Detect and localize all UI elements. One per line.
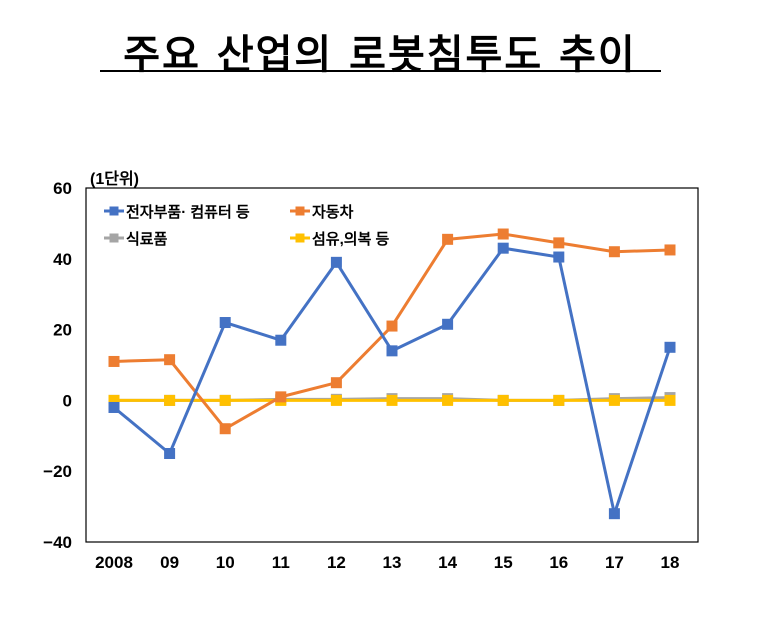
data-point	[164, 448, 176, 459]
legend-label: 자동차	[312, 204, 354, 221]
y-tick-label: 60	[53, 179, 72, 198]
y-tick-label: −40	[43, 533, 72, 552]
x-tick-label: 13	[383, 553, 402, 572]
x-tick-label: 14	[438, 553, 457, 572]
legend-item: 자동차	[290, 204, 354, 221]
data-point	[275, 334, 287, 346]
legend-swatch-marker	[109, 233, 119, 243]
data-point	[553, 237, 565, 249]
data-point	[386, 394, 398, 406]
data-point	[553, 394, 565, 406]
title-underline	[100, 70, 661, 72]
data-point	[108, 401, 120, 413]
legend-swatch-marker	[295, 206, 305, 216]
data-point	[386, 320, 398, 332]
data-point	[386, 345, 398, 357]
legend-label: 식료품	[126, 231, 168, 248]
x-tick-label: 2008	[95, 553, 133, 572]
data-point	[664, 341, 676, 353]
data-point	[664, 394, 676, 406]
x-tick-label: 12	[327, 553, 346, 572]
data-point	[219, 317, 231, 329]
x-tick-label: 10	[216, 553, 235, 572]
series-line	[113, 246, 672, 516]
data-point	[553, 251, 565, 263]
legend-item: 섬유,의복 등	[290, 230, 390, 248]
data-point	[664, 244, 676, 256]
data-point	[442, 318, 454, 330]
x-tick-label: 11	[272, 553, 290, 572]
data-point	[330, 377, 342, 389]
legend-item: 전자부품· 컴퓨터 등	[104, 203, 250, 221]
y-tick-label: 0	[63, 391, 72, 410]
x-tick-label: 16	[549, 553, 568, 572]
y-tick-label: 20	[53, 321, 72, 340]
x-tick-label: 18	[661, 553, 680, 572]
series-0	[108, 242, 676, 520]
legend-swatch-marker	[295, 233, 305, 243]
data-point	[497, 394, 509, 406]
data-point	[164, 394, 176, 406]
data-point	[608, 394, 620, 406]
y-tick-label: 40	[53, 250, 72, 269]
legend-swatch-marker	[109, 206, 119, 216]
data-point	[164, 354, 176, 366]
data-point	[442, 394, 454, 406]
data-point	[219, 394, 231, 406]
y-tick-label: −20	[43, 462, 72, 481]
data-point	[108, 355, 120, 367]
data-point	[442, 233, 454, 245]
unit-label: (1단위)	[90, 170, 139, 188]
legend-label: 전자부품· 컴퓨터 등	[126, 203, 250, 221]
legend-item: 식료품	[104, 231, 168, 248]
data-point	[330, 256, 342, 268]
data-point	[330, 394, 342, 406]
data-point	[219, 423, 231, 435]
legend-label: 섬유,의복 등	[312, 230, 390, 248]
data-point	[608, 508, 620, 520]
x-axis: 2008 09 10 11 12 13 14 15 16 17 18	[95, 553, 679, 572]
plot-area-frame	[85, 187, 699, 543]
x-tick-label: 17	[605, 553, 624, 572]
y-axis: −40 −20 0 20 40 60	[43, 179, 72, 552]
data-point	[608, 246, 620, 258]
data-point	[497, 242, 509, 254]
x-tick-label: 09	[160, 553, 179, 572]
data-point	[275, 391, 287, 403]
data-point	[497, 228, 509, 240]
x-tick-label: 15	[494, 553, 513, 572]
series-1	[108, 228, 676, 435]
data-point	[108, 394, 120, 406]
series-layer	[108, 228, 676, 520]
